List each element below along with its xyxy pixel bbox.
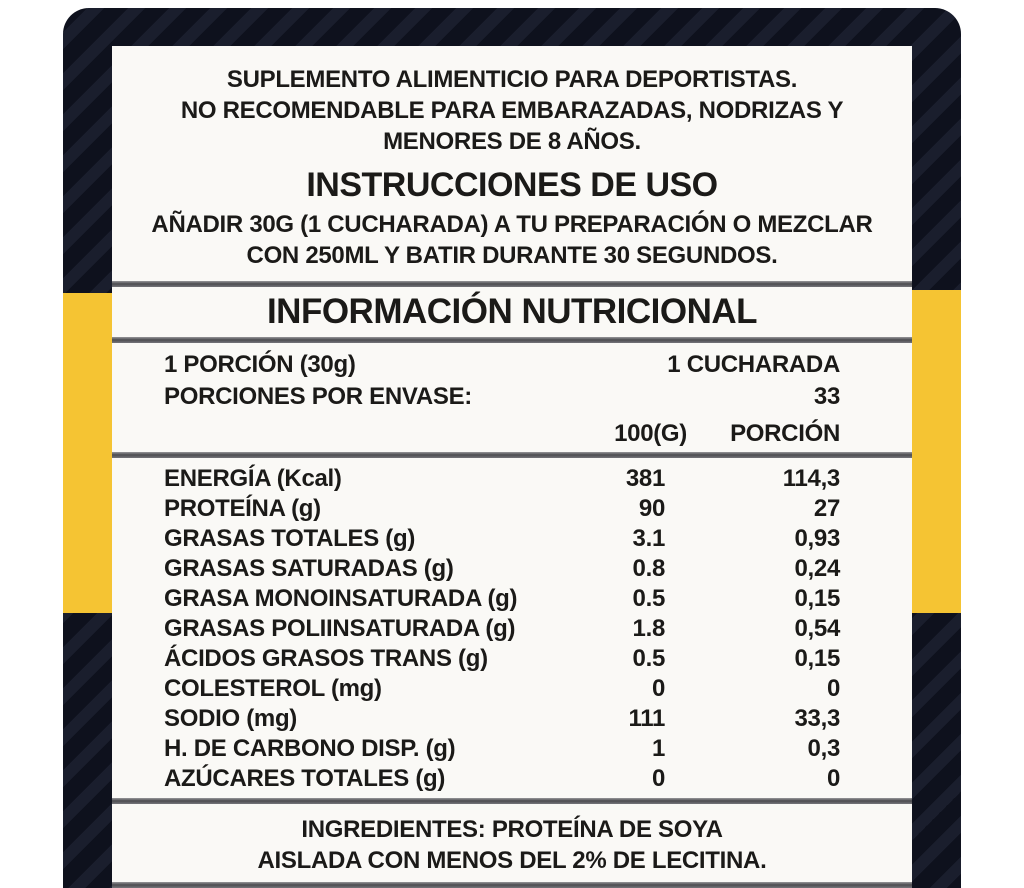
nutrient-portion-value: 0,54 [794,615,840,642]
warning-line: NO RECOMENDABLE PARA EMBARAZADAS, NODRIZ… [180,97,844,124]
column-header-100g: 100(G) [614,420,687,447]
nutrient-portion-value: 0,93 [794,525,840,552]
nutrient-portion-value: 114,3 [782,465,841,492]
nutrient-row: AZÚCARES TOTALES (g) 0 0 [164,764,840,794]
nutrient-name: GRASAS TOTALES (g) [164,525,416,552]
nutrient-per100-value: 111 [628,705,666,732]
serving-row: 1 PORCIÓN (30g) 1 CUCHARADA [164,349,840,381]
nutrient-per100-value: 0.8 [632,555,666,582]
nutrient-row: ÁCIDOS GRASOS TRANS (g) 0.5 0,15 [164,644,840,674]
nutrient-per100-value: 381 [625,465,665,492]
nutrient-portion-value: 0 [826,675,840,702]
nutrient-portion-value: 0,24 [794,555,840,582]
nutrient-row: GRASAS SATURADAS (g) 0.8 0,24 [164,554,840,584]
nutrient-row: GRASAS POLIINSATURADA (g) 1.8 0,54 [164,614,840,644]
nutrient-portion-value: 0,15 [794,585,840,612]
warning-section: SUPLEMENTO ALIMENTICIO PARA DEPORTISTAS.… [112,46,912,281]
nutrient-portion-value: 33,3 [794,705,840,732]
nutrient-row: GRASA MONOINSATURADA (g) 0.5 0,15 [164,584,840,614]
serving-label: 1 PORCIÓN (30g) [164,351,356,378]
nutrient-name: GRASA MONOINSATURADA (g) [164,585,518,612]
nutrient-row: ENERGÍA (Kcal) 381 114,3 [164,464,840,494]
nutrient-name: SODIO (mg) [164,705,297,732]
nutrient-table: ENERGÍA (Kcal) 381 114,3 PROTEÍNA (g) 90… [112,458,912,798]
divider-bottom-cut [112,882,912,888]
nutrient-row: COLESTEROL (mg) 0 0 [164,674,840,704]
nutrient-per100-value: 3.1 [632,525,666,552]
nutrient-portion-value: 27 [813,495,840,522]
nutrient-per100-value: 0 [651,765,665,792]
nutrient-row: PROTEÍNA (g) 90 27 [164,494,840,524]
nutrient-row: GRASAS TOTALES (g) 3.1 0,93 [164,524,840,554]
yellow-accent-bar-right [912,290,961,613]
warning-line: SUPLEMENTO ALIMENTICIO PARA DEPORTISTAS. [226,66,798,93]
nutrient-per100-value: 1 [651,735,665,762]
instruction-line: AÑADIR 30G (1 CUCHARADA) A TU PREPARACIÓ… [151,211,873,238]
nutrient-name: GRASAS SATURADAS (g) [164,555,454,582]
nutrition-label: SUPLEMENTO ALIMENTICIO PARA DEPORTISTAS.… [112,46,912,888]
yellow-accent-bar-left [63,293,112,613]
warning-line: MENORES DE 8 AÑOS. [383,128,641,155]
serving-label: PORCIONES POR ENVASE: [164,383,472,410]
nutrient-row: H. DE CARBONO DISP. (g) 1 0,3 [164,734,840,764]
nutrient-name: H. DE CARBONO DISP. (g) [164,735,456,762]
serving-section: 1 PORCIÓN (30g) 1 CUCHARADA PORCIONES PO… [112,343,912,452]
nutrient-name: PROTEÍNA (g) [164,495,321,522]
nutrient-name: ENERGÍA (Kcal) [164,465,342,492]
nutrient-row: SODIO (mg) 111 33,3 [164,704,840,734]
nutrient-per100-value: 1.8 [632,615,666,642]
divider [112,281,912,287]
column-header-porcion: PORCIÓN [730,420,840,447]
ingredients-line: AISLADA CON MENOS DEL 2% DE LECITINA. [257,847,767,874]
nutrient-portion-value: 0,15 [794,645,840,672]
column-header-spacer [164,419,567,448]
instructions-title: INSTRUCCIONES DE USO [306,166,718,204]
divider [112,452,912,458]
serving-value: 33 [813,383,840,410]
divider [112,337,912,343]
nutrient-per100-value: 0.5 [632,645,666,672]
ingredients-section: INGREDIENTES: PROTEÍNA DE SOYA AISLADA C… [112,804,912,882]
instruction-line: CON 250ML Y BATIR DURANTE 30 SEGUNDOS. [246,242,778,269]
serving-row: PORCIONES POR ENVASE: 33 [164,381,840,413]
ingredients-line: INGREDIENTES: PROTEÍNA DE SOYA [301,816,723,843]
divider [112,798,912,804]
nutrient-per100-value: 0.5 [632,585,666,612]
nutrient-name: AZÚCARES TOTALES (g) [164,765,446,792]
nutrient-name: GRASAS POLIINSATURADA (g) [164,615,516,642]
nutrient-name: ÁCIDOS GRASOS TRANS (g) [164,645,488,672]
nutrient-portion-value: 0 [826,765,840,792]
nutrient-portion-value: 0,3 [807,735,841,762]
nutrient-per100-value: 0 [651,675,665,702]
nutrient-per100-value: 90 [638,495,665,522]
nutrition-title: INFORMACIÓN NUTRICIONAL [266,292,758,331]
nutrient-name: COLESTEROL (mg) [164,675,382,702]
column-header-row: 100(G) PORCIÓN [164,419,840,448]
serving-value: 1 CUCHARADA [667,351,840,378]
